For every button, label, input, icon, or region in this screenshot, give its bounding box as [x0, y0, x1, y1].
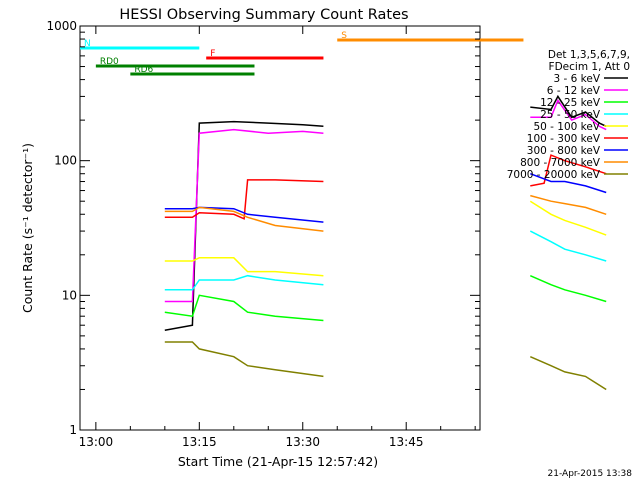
y-tick-label-0: 1: [69, 423, 77, 437]
series-0-segment-1: [530, 94, 607, 127]
legend-label-3: 25 - 50 keV: [540, 109, 601, 121]
series-4: [164, 200, 607, 277]
legend-label-2: 12 - 25 keV: [540, 97, 601, 109]
legend-header-0: Det 1,3,5,6,7,9,: [548, 49, 630, 61]
series-2-segment-0: [164, 294, 324, 322]
series-0-segment-0: [164, 120, 324, 332]
flag-label-f: F: [210, 49, 215, 59]
series-7: [164, 194, 607, 232]
x-axis-label: Start Time (21-Apr-15 12:57:42): [178, 454, 378, 469]
series-5-segment-1: [530, 154, 607, 187]
x-tick-label-1: 13:15: [182, 435, 217, 449]
legend-label-8: 7000 - 20000 keV: [507, 169, 601, 181]
legend-label-0: 3 - 6 keV: [553, 73, 600, 85]
series-3-segment-1: [529, 230, 607, 262]
series-1-segment-0: [164, 128, 324, 303]
series-layer: [164, 94, 607, 391]
series-3-segment-0: [164, 274, 324, 291]
y-axis-label: Count Rate (s⁻¹ detector⁻¹): [20, 143, 35, 313]
legend-header-1: FDecim 1, Att 0: [549, 61, 630, 73]
series-7-segment-0: [164, 206, 324, 232]
series-4-segment-1: [529, 200, 607, 236]
series-4-segment-0: [164, 257, 324, 277]
y-tick-label-1: 10: [62, 288, 77, 302]
annotation-layer: N F S RD0 RD6: [80, 31, 524, 76]
series-2: [164, 275, 607, 322]
plot-frame: [79, 25, 481, 431]
legend-label-7: 800 - 7000 keV: [520, 157, 601, 169]
flag-label-rd6: RD6: [134, 65, 153, 75]
legend-label-4: 50 - 100 keV: [533, 121, 600, 133]
series-3: [164, 230, 607, 291]
flag-label-rd0: RD0: [100, 57, 119, 67]
y-tick-label-3: 1000: [46, 19, 77, 33]
plot-area: N F S RD0 RD6 13:00 13:15 13:30 13:45 1 10 100 100…: [46, 19, 607, 449]
series-6: [164, 172, 607, 223]
footer-timestamp: 21-Apr-2015 13:38: [548, 469, 633, 479]
series-1-segment-1: [530, 98, 607, 131]
series-7-segment-1: [530, 194, 607, 216]
series-1: [164, 98, 607, 303]
series-6-segment-0: [164, 206, 324, 223]
x-tick-label-0: 13:00: [79, 435, 114, 449]
y-tick-label-2: 100: [54, 154, 77, 168]
x-tick-label-3: 13:45: [389, 435, 424, 449]
series-8: [164, 341, 607, 391]
legend-label-6: 300 - 800 keV: [527, 145, 601, 157]
flag-label-n: N: [84, 39, 91, 49]
series-0: [164, 94, 607, 332]
y-axis: 1 10 100 1000: [46, 19, 480, 437]
series-6-segment-1: [530, 172, 607, 194]
flag-label-s: S: [341, 31, 347, 41]
series-8-segment-1: [530, 356, 607, 391]
legend: Det 1,3,5,6,7,9,FDecim 1, Att 03 - 6 keV…: [507, 49, 630, 181]
chart-title: HESSI Observing Summary Count Rates: [119, 7, 408, 23]
series-8-segment-0: [164, 341, 324, 378]
series-5-segment-0: [164, 179, 324, 220]
series-2-segment-1: [530, 275, 607, 303]
legend-label-1: 6 - 12 keV: [547, 85, 601, 97]
series-5: [164, 154, 607, 220]
x-axis: 13:00 13:15 13:30 13:45: [79, 26, 476, 449]
legend-label-5: 100 - 300 keV: [527, 133, 601, 145]
x-tick-label-2: 13:30: [285, 435, 320, 449]
